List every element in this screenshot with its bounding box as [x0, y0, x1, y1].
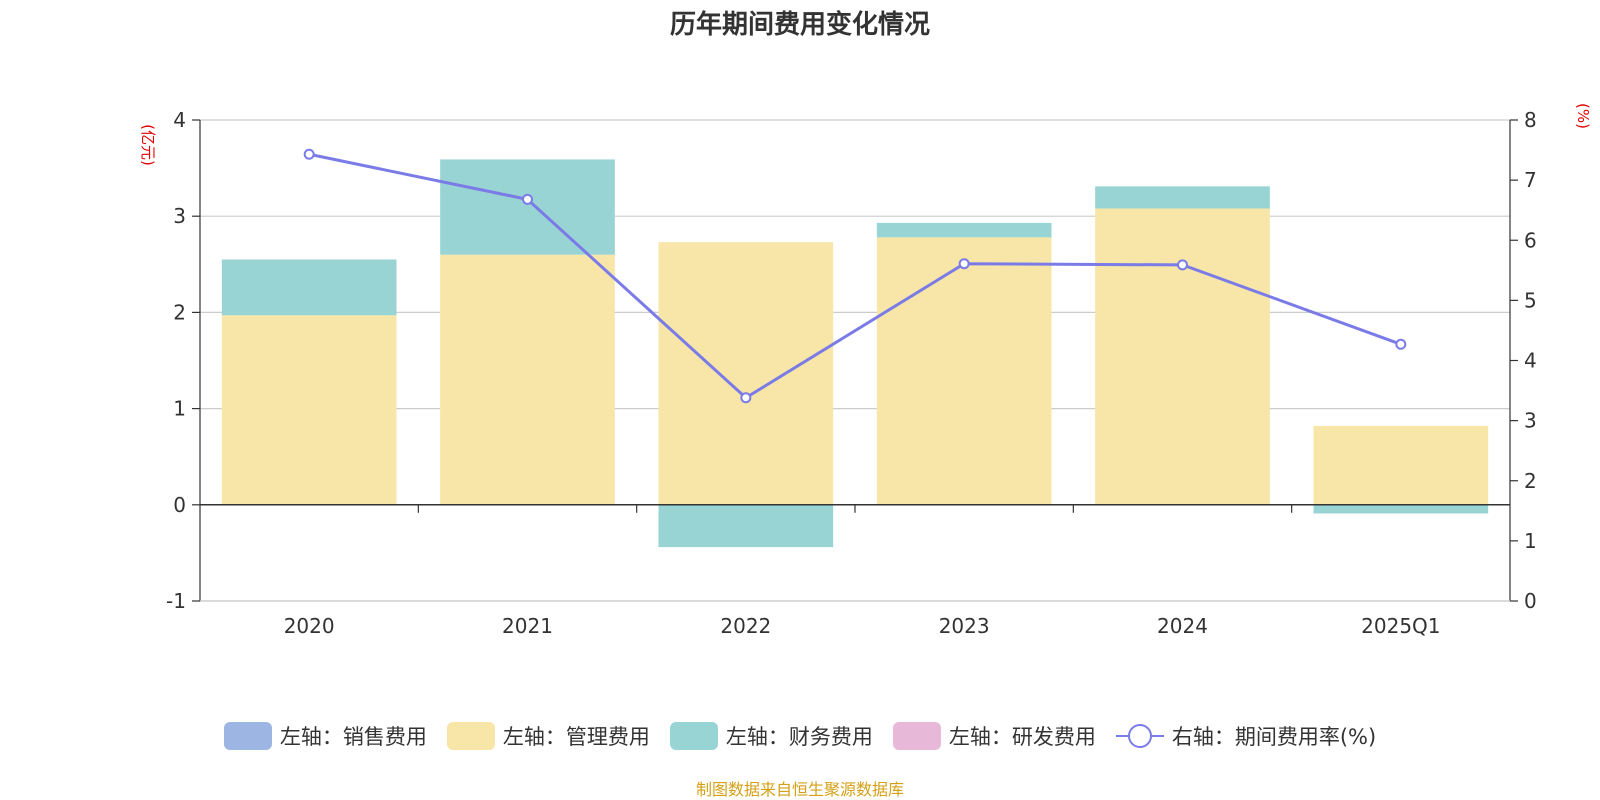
- bar-series2-2025Q1: [1313, 504, 1489, 514]
- right-axis-unit-label: (%): [1574, 103, 1592, 129]
- right-tick-label: 6: [1524, 228, 1537, 252]
- legend-item[interactable]: 左轴：研发费用: [892, 721, 1096, 751]
- legend: 左轴：销售费用 左轴：管理费用 左轴：财务费用 左轴：研发费用 右轴：期间费用率(%): [0, 718, 1600, 754]
- right-tick-label: 5: [1524, 288, 1537, 312]
- legend-swatch: [223, 722, 272, 750]
- legend-swatch: [892, 722, 941, 750]
- source-note: 制图数据来自恒生聚源数据库: [695, 780, 904, 799]
- category-label: 2021: [502, 614, 553, 638]
- bar-series1-2021: [440, 254, 615, 505]
- rate-point-2025Q1: [1395, 338, 1407, 350]
- rate-point-2022: [740, 392, 752, 404]
- legend-item[interactable]: 左轴：管理费用: [446, 721, 650, 751]
- category-label: 2020: [284, 614, 335, 638]
- category-label: 2022: [720, 614, 771, 638]
- bar-series2-2020: [221, 259, 397, 316]
- left-axis-unit-label: (亿元): [139, 124, 157, 166]
- legend-label: 右轴：期间费用率(%): [1171, 725, 1377, 749]
- bar-series2-2024: [1095, 186, 1270, 209]
- left-tick-label: 2: [173, 300, 186, 324]
- right-tick-label: 2: [1524, 469, 1537, 493]
- category-label: 2024: [1157, 614, 1208, 638]
- line-series: [303, 148, 1407, 404]
- left-tick-label: 1: [173, 397, 186, 421]
- legend-item[interactable]: 左轴：销售费用: [223, 721, 427, 751]
- right-tick-label: 7: [1524, 168, 1537, 192]
- legend-label: 左轴：管理费用: [502, 725, 650, 749]
- bar-series2-2022: [658, 504, 834, 548]
- bar-series1-2020: [221, 315, 397, 505]
- rate-point-2023: [958, 258, 970, 270]
- axes: -1 0 1 2 3 4 0 1 2 3 4 5 6 7 8 2020 2021 2022 2023 2024 2025…: [166, 108, 1537, 638]
- legend-label: 左轴：财务费用: [725, 725, 873, 749]
- bar-series1-2023: [876, 237, 1052, 505]
- category-label: 2025Q1: [1361, 614, 1440, 638]
- bar-series: [221, 159, 1489, 548]
- legend-label: 左轴：研发费用: [948, 725, 1096, 749]
- right-tick-label: 4: [1524, 349, 1537, 373]
- left-tick-label: 3: [173, 204, 186, 228]
- right-tick-label: 8: [1524, 108, 1537, 132]
- bar-series1-2025Q1: [1313, 425, 1489, 505]
- right-tick-label: 3: [1524, 409, 1537, 433]
- rate-point-2020: [303, 148, 315, 160]
- legend-swatch: [669, 722, 718, 750]
- legend-item[interactable]: 左轴：财务费用: [669, 721, 873, 751]
- legend-item[interactable]: 右轴：期间费用率(%): [1115, 721, 1377, 751]
- legend-label: 左轴：销售费用: [279, 725, 427, 749]
- chart-title: 历年期间费用变化情况: [669, 10, 930, 40]
- right-tick-label: 1: [1524, 529, 1537, 553]
- left-tick-label: 4: [173, 108, 186, 132]
- left-tick-label: 0: [173, 493, 186, 517]
- rate-line: [308, 152, 1402, 400]
- rate-point-2021: [522, 193, 533, 205]
- rate-point-2024: [1177, 259, 1188, 271]
- bar-series1-2022: [658, 242, 834, 505]
- left-tick-label: -1: [166, 589, 186, 613]
- bar-series1-2024: [1095, 208, 1270, 505]
- legend-swatch: [446, 722, 495, 750]
- legend-line-marker-icon: [1115, 722, 1164, 750]
- bar-series2-2023: [876, 222, 1052, 238]
- category-label: 2023: [939, 614, 990, 638]
- bar-series2-2021: [440, 159, 615, 255]
- right-tick-label: 0: [1524, 589, 1537, 613]
